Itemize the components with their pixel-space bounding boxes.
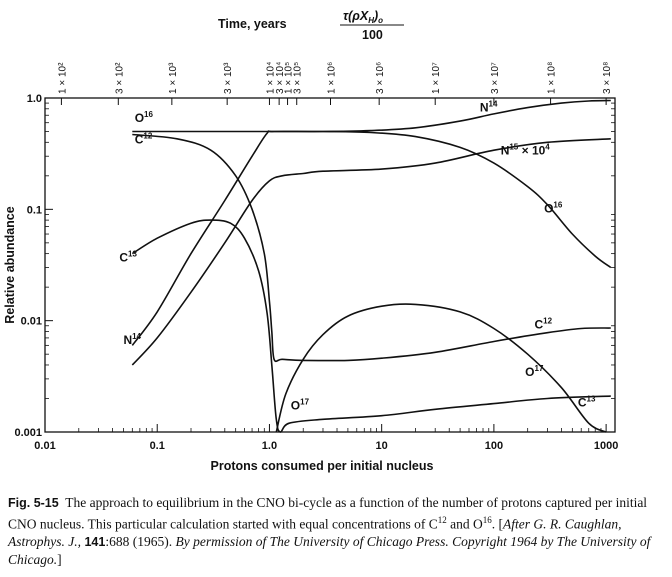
top-tick-label: 1 × 10⁸	[547, 62, 558, 94]
x-axis-label: Protons consumed per initial nucleus	[211, 459, 434, 473]
top-tick-label: 3 × 10⁸	[602, 62, 613, 94]
curve-label: O17	[525, 364, 544, 379]
y-tick-label: 0.001	[14, 427, 42, 439]
y-tick-label: 0.1	[27, 204, 42, 216]
caption-italic-2: By permission of The University of Chica…	[8, 533, 651, 567]
caption-sup-2: 16	[482, 515, 492, 525]
curve-label-group: O16 C12 N14 N15 × 104 O16 C13 N14 C12 O17 O17 C13	[119, 99, 596, 412]
caption-bold-1: 141	[81, 534, 106, 549]
y-tick-group: 1.0 0.1 0.01 0.001	[14, 93, 615, 439]
series-line	[275, 303, 607, 433]
curve-label: N15 × 104	[501, 143, 551, 158]
x-tick-label: 0.1	[150, 440, 165, 452]
top-tick-label: 1 × 10⁶	[327, 62, 338, 94]
series-line	[131, 138, 611, 366]
series-line	[131, 219, 611, 433]
x-tick-label: 10	[376, 440, 388, 452]
top-tick-label: 3 × 10⁷	[490, 62, 501, 94]
curve-label: O16	[544, 200, 563, 215]
top-axis-formula-denominator: 100	[362, 28, 383, 42]
plot-frame	[44, 97, 616, 433]
caption-text-2: and O	[446, 516, 483, 532]
caption-sup-1: 12	[437, 515, 447, 525]
x-tick-group: 0.01 0.1 1.0 10 100 1000	[34, 424, 618, 452]
x-tick-label: 100	[485, 440, 503, 452]
curve-label: C12	[534, 317, 552, 332]
top-tick-label: 3 × 10⁵	[293, 62, 304, 94]
plot-border	[44, 97, 616, 433]
x-tick-label: 1000	[594, 440, 618, 452]
top-tick-label: 1 × 10⁷	[431, 62, 442, 94]
top-tick-label: 1 × 10²	[57, 62, 68, 94]
top-tick-label: 3 × 10⁴	[275, 62, 286, 94]
x-tick-label: 0.01	[34, 440, 55, 452]
top-tick-label: 1 × 10³	[168, 62, 179, 94]
curve-label: C13	[119, 249, 137, 264]
caption-text-1: The approach to equilibrium in the CNO b…	[8, 495, 648, 532]
curve-label: C13	[578, 394, 596, 409]
y-tick-label: 1.0	[27, 93, 42, 105]
top-axis-label: Time, years	[218, 17, 287, 31]
top-axis-formula-numerator: τ(ρXH)o	[343, 9, 383, 25]
y-tick-label: 0.01	[21, 316, 42, 328]
figure-caption: Fig. 5-15 The approach to equilibrium in…	[8, 495, 651, 567]
curve-label: C12	[135, 132, 153, 147]
caption-italic-1: After G. R. Caughlan, Astrophys. J.,	[8, 516, 622, 549]
top-axis-title: Time, years τ(ρXH)o 100	[218, 9, 404, 42]
curve-label: N14	[480, 99, 498, 114]
curve-label: O16	[135, 110, 154, 125]
caption-text-3: . [	[491, 516, 504, 532]
top-tick-label: 1 × 10⁵	[284, 62, 295, 94]
series-line	[131, 99, 611, 346]
curve-label: O17	[291, 397, 310, 412]
caption-text-4: :688 (1965).	[105, 533, 176, 549]
top-tick-label: 3 × 10⁶	[375, 62, 386, 94]
y-axis-label: Relative abundance	[3, 206, 17, 323]
caption-fig-label: Fig. 5-15	[8, 496, 59, 510]
series-line	[132, 133, 611, 363]
cno-chart: Time, years τ(ρXH)o 100 1 × 10² 3 × 10² 1 …	[3, 9, 618, 473]
top-tick-label: 3 × 10³	[223, 62, 234, 94]
top-tick-label: 1 × 10⁴	[265, 62, 276, 94]
curve-label: N14	[123, 332, 141, 347]
x-tick-label: 1.0	[262, 440, 277, 452]
top-tick-label: 3 × 10²	[114, 62, 125, 94]
curve-group	[131, 99, 612, 433]
